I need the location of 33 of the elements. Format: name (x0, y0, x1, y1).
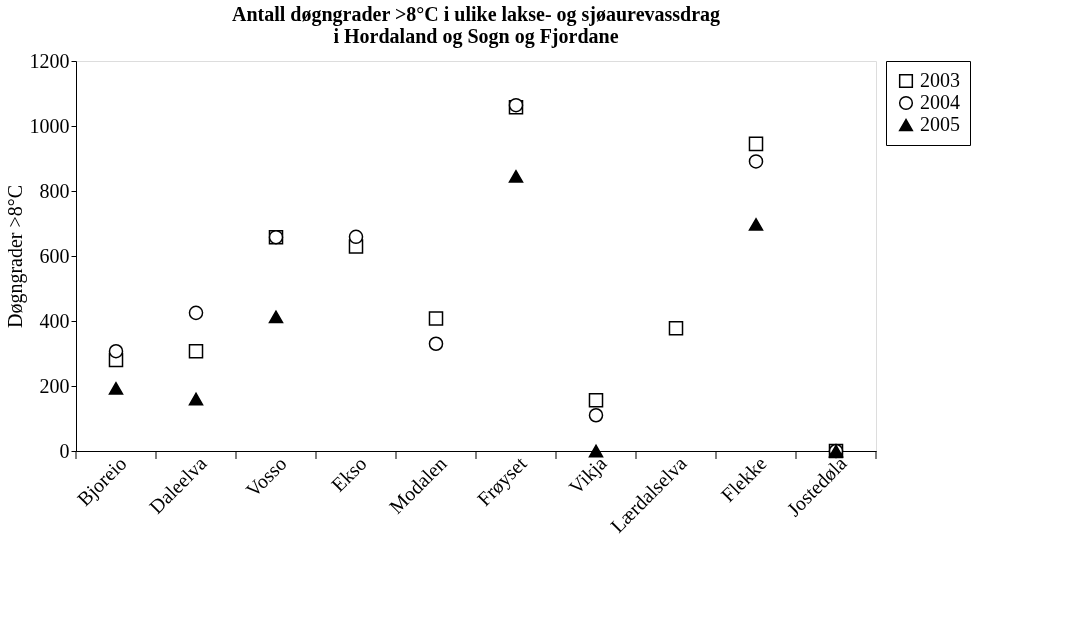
y-tick-label: 0 (59, 439, 70, 462)
y-tick-label: 200 (39, 374, 70, 397)
y-tick-label: 800 (39, 179, 70, 202)
x-tick-label: Vosso (241, 452, 291, 502)
legend-label: 2003 (920, 69, 960, 91)
point (268, 310, 284, 324)
y-tick-label: 600 (39, 244, 70, 267)
point (188, 305, 204, 321)
y-axis-title: Døgngrader >8°C (3, 184, 27, 329)
point (588, 444, 604, 458)
point (188, 343, 204, 359)
x-tick-label: Vikja (564, 452, 612, 499)
point (108, 343, 124, 359)
point (748, 154, 764, 169)
point (108, 381, 124, 395)
y-tick-label: 1200 (29, 49, 70, 72)
y-tick-label: 1000 (29, 114, 70, 137)
point (748, 136, 764, 152)
point (428, 336, 444, 352)
point (508, 169, 524, 183)
y-tick-label: 400 (39, 309, 70, 332)
text: i Hordaland og Sogn og Fjordane (333, 25, 619, 47)
point (348, 229, 364, 245)
text: Antall døgngrader >8°C i ulike lakse- og sjøaurevassdrag (231, 3, 721, 25)
point (188, 392, 204, 406)
point (748, 218, 764, 231)
point (588, 393, 604, 408)
point (668, 320, 684, 336)
point (428, 311, 444, 326)
point (588, 407, 604, 423)
x-tick-label: Ekso (326, 452, 371, 496)
legend-label: 2005 (920, 113, 960, 135)
legend-label: 2004 (920, 91, 960, 113)
